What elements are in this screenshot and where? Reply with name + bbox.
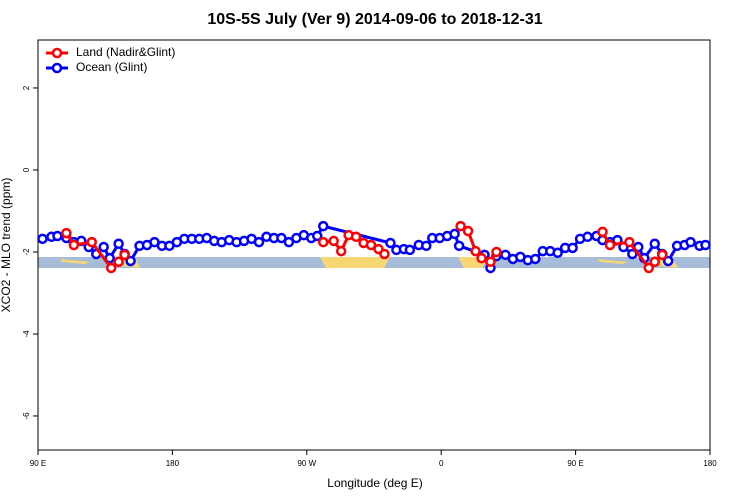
land-mask-strip — [38, 257, 710, 268]
y-tick-label: -4 — [22, 330, 31, 338]
data-point — [582, 231, 593, 243]
land-patch — [320, 257, 390, 268]
data-point — [700, 239, 711, 251]
data-point — [649, 256, 660, 268]
y-axis-label: XCO2 - MLO trend (ppm) — [0, 178, 13, 313]
legend-label: Land (Nadir&Glint) — [76, 45, 175, 59]
data-point — [283, 236, 295, 248]
data-point — [86, 236, 98, 248]
data-point — [643, 262, 655, 274]
data-point — [104, 252, 115, 264]
y-tick-label: -2 — [22, 248, 31, 256]
data-point — [68, 239, 80, 251]
data-point — [597, 226, 608, 238]
land-patch — [60, 259, 90, 264]
data-point — [453, 240, 465, 252]
data-point — [350, 231, 362, 243]
legend-marker — [51, 62, 63, 74]
data-point — [105, 262, 117, 274]
data-point — [365, 239, 377, 251]
chart-title: 10S-5S July (Ver 9) 2014-09-06 to 2018-1… — [207, 11, 542, 28]
data-point — [491, 246, 502, 258]
data-point — [421, 240, 432, 252]
x-tick-label: 90 W — [297, 459, 316, 468]
data-point — [567, 242, 578, 254]
data-point — [470, 245, 481, 257]
data-point — [113, 238, 124, 250]
data-point — [656, 249, 668, 261]
data-point — [253, 236, 265, 248]
data-point — [685, 236, 696, 248]
data-point — [379, 248, 390, 260]
land-patch — [597, 259, 628, 264]
data-point — [604, 239, 616, 251]
data-point — [276, 232, 287, 244]
data-point — [312, 230, 323, 242]
legend-marker — [51, 47, 63, 59]
data-point — [317, 236, 329, 248]
data-point — [530, 253, 541, 265]
data-point — [649, 238, 660, 250]
data-point — [317, 220, 329, 232]
data-point — [98, 241, 109, 253]
data-point — [37, 233, 48, 245]
data-point — [455, 220, 466, 232]
y-tick-label: -6 — [22, 412, 31, 420]
y-tick-label: 0 — [22, 167, 31, 172]
data-point — [52, 230, 63, 242]
data-point — [476, 252, 487, 264]
x-tick-label: 180 — [166, 459, 180, 468]
data-point — [404, 244, 416, 256]
y-tick-label: 2 — [22, 85, 31, 90]
x-tick-label: 180 — [703, 459, 717, 468]
data-point — [552, 247, 563, 259]
legend-label: Ocean (Glint) — [76, 60, 147, 74]
data-point — [627, 248, 638, 260]
data-point — [462, 225, 474, 237]
data-point — [125, 255, 136, 267]
x-tick-label: 90 E — [30, 459, 46, 468]
x-axis-label: Longitude (deg E) — [327, 476, 422, 490]
x-tick-label: 0 — [439, 459, 444, 468]
data-point — [385, 237, 396, 249]
data-point — [328, 235, 339, 247]
data-point — [662, 255, 674, 267]
data-point — [500, 249, 511, 261]
data-point — [449, 228, 460, 240]
data-point — [335, 245, 347, 257]
data-point — [485, 256, 496, 268]
data-point — [119, 249, 130, 261]
data-point — [113, 256, 124, 268]
x-tick-label: 90 E — [567, 459, 583, 468]
data-point — [61, 227, 72, 239]
data-point — [624, 236, 635, 248]
